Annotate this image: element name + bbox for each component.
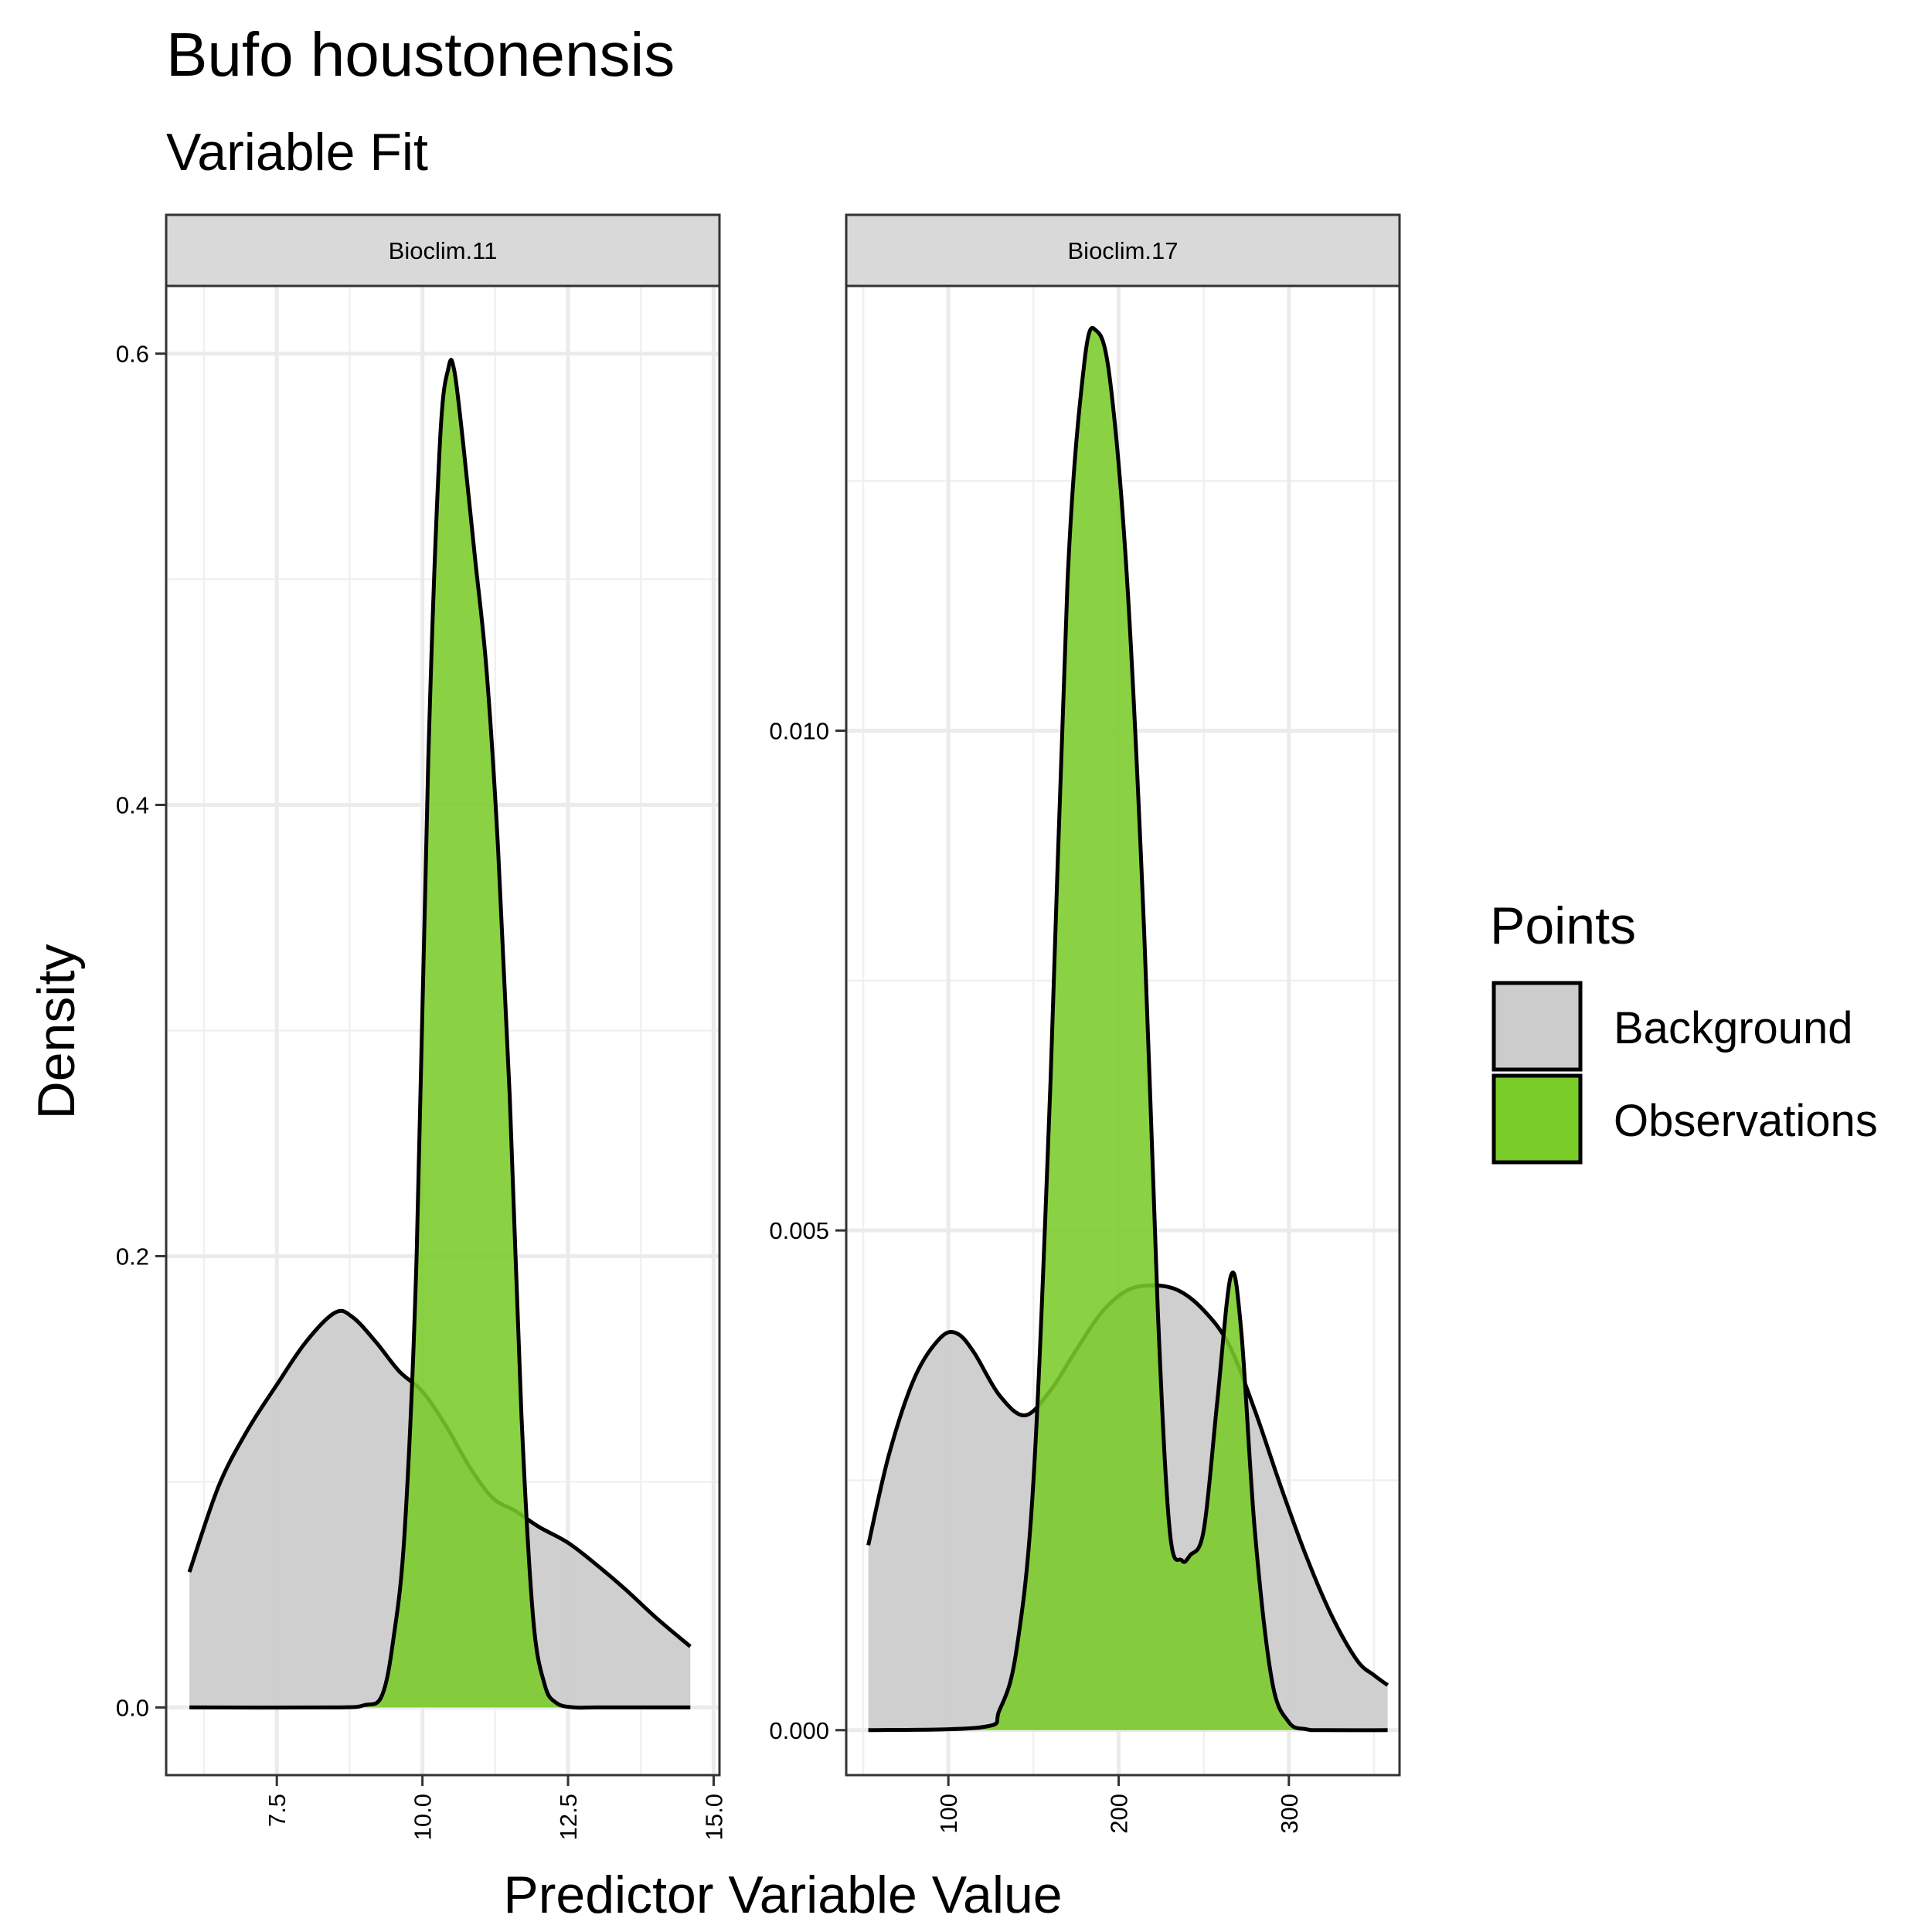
x-axis-label: Predictor Variable Value xyxy=(503,1866,1062,1924)
facet-strip xyxy=(845,213,1401,287)
x-tick-label: 7.5 xyxy=(264,1794,291,1827)
y-tick-label: 0.4 xyxy=(116,792,149,819)
facet-panel-2: Bioclim.17 0.000 0.005 0.010 100 200 300 xyxy=(769,213,1401,1834)
y-tick-label: 0.010 xyxy=(769,718,829,745)
legend-label-observations: Observations xyxy=(1614,1096,1878,1146)
x-tick-label: 15.0 xyxy=(700,1794,727,1840)
facet-strip-label: Bioclim.17 xyxy=(1068,237,1179,264)
legend-key-observations xyxy=(1492,1073,1583,1165)
legend-title: Points xyxy=(1490,896,1636,955)
facet-panels: Bioclim.110.00.20.40.67.5 10.0 12.5 15.0Bio… xyxy=(116,213,1401,1840)
y-tick-label: 0.005 xyxy=(769,1217,829,1244)
facet-panel-1: Bioclim.11 0.0 0.2 0.4 0.6 7.5 10.0 12.5 15.0 xyxy=(116,213,727,1840)
facet-strip xyxy=(165,213,721,287)
chart-title: Bufo houstonensis xyxy=(166,20,675,89)
density-line-observations xyxy=(189,358,691,1710)
density-line-observations xyxy=(868,325,1388,1733)
y-tick-label: 0.2 xyxy=(116,1243,149,1270)
legend-label-background: Background xyxy=(1614,1003,1853,1053)
legend-key-background xyxy=(1492,981,1583,1072)
chart-subtitle: Variable Fit xyxy=(166,123,428,182)
density-area-observations xyxy=(189,359,691,1708)
x-tick-label: 300 xyxy=(1276,1794,1303,1834)
x-tick-label: 10.0 xyxy=(410,1794,437,1840)
y-tick-label: 0.000 xyxy=(769,1717,829,1744)
y-axis-label: Density xyxy=(27,944,86,1120)
facet-strip-label: Bioclim.11 xyxy=(389,237,498,264)
x-tick-label: 200 xyxy=(1105,1794,1132,1834)
x-tick-label: 12.5 xyxy=(555,1794,582,1840)
y-tick-label: 0.0 xyxy=(116,1694,149,1721)
x-tick-label: 100 xyxy=(935,1794,962,1834)
density-area-observations xyxy=(868,328,1388,1730)
legend: Points Background Observations xyxy=(1490,896,1878,1165)
y-tick-label: 0.6 xyxy=(116,341,149,368)
